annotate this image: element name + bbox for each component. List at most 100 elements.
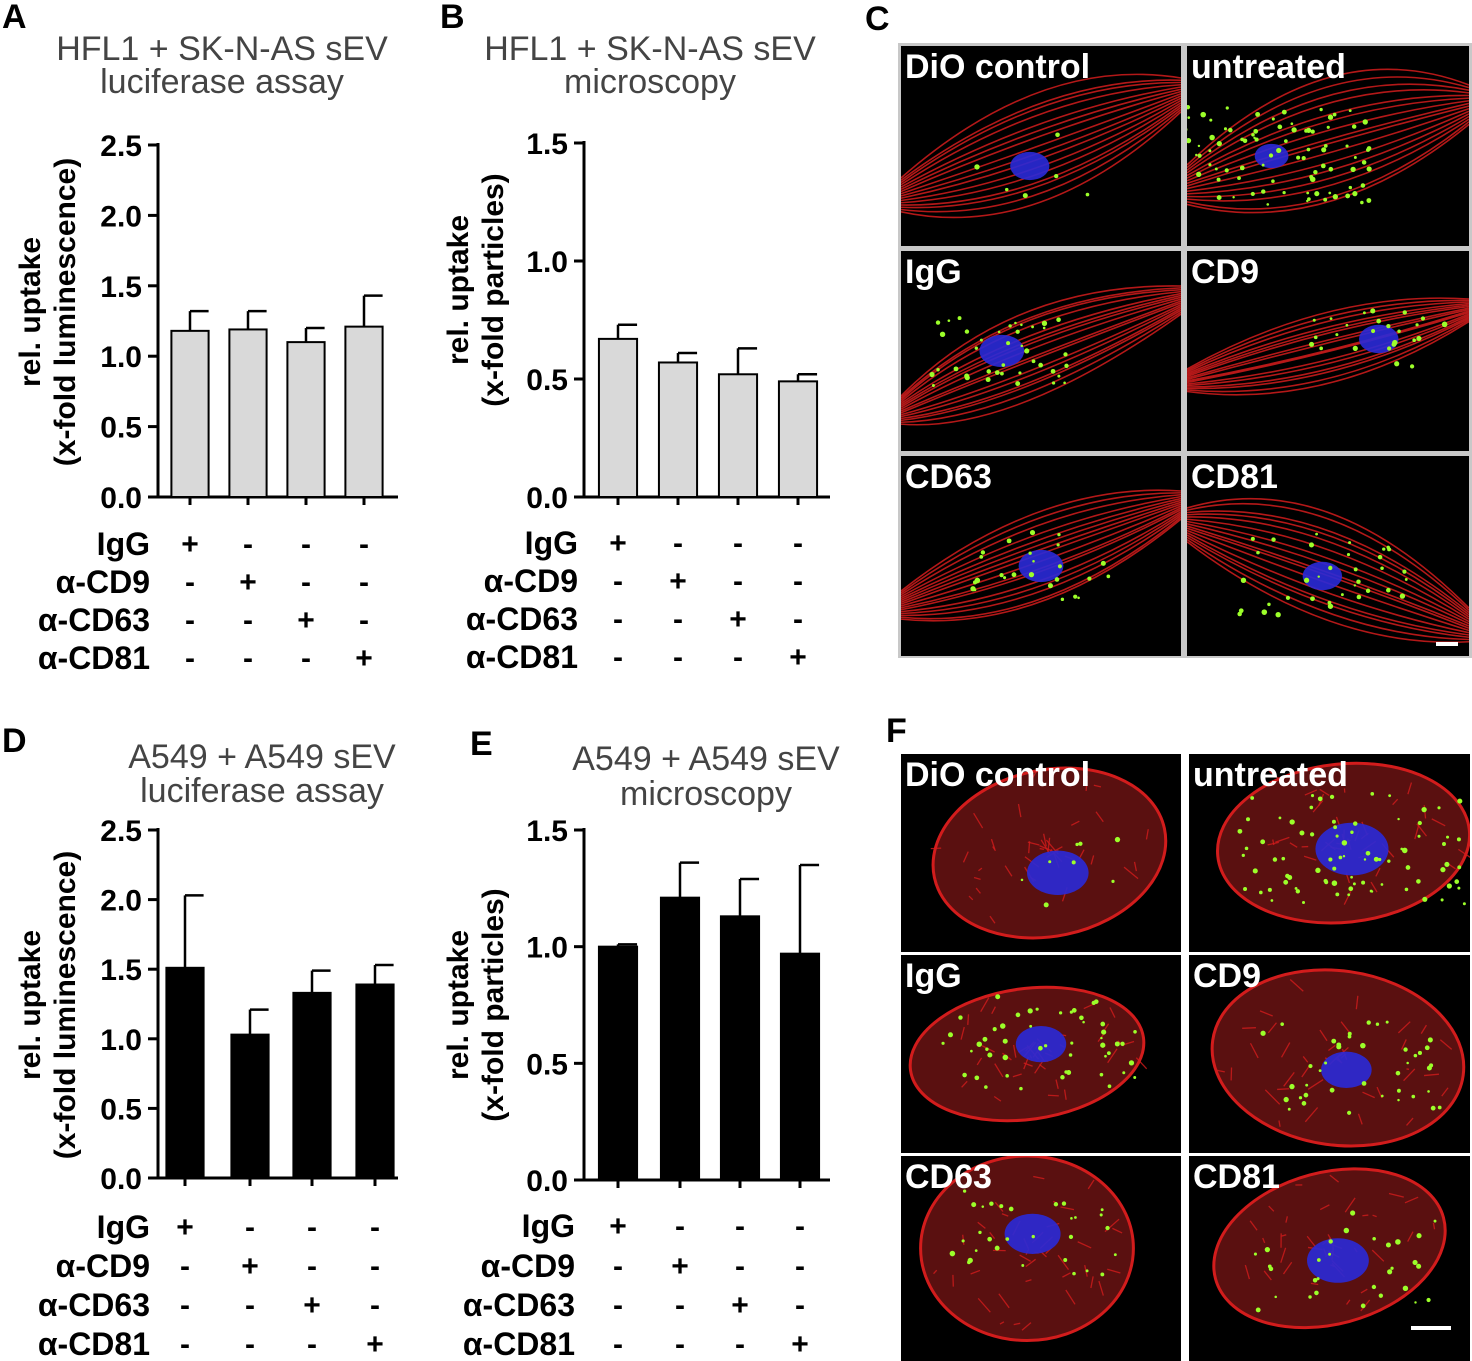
- vesicle: [1427, 1037, 1433, 1043]
- micrograph-label: DiO control: [905, 48, 1090, 86]
- vesicle: [1028, 551, 1032, 555]
- vesicle: [961, 1239, 965, 1243]
- vesicle: [1338, 855, 1343, 860]
- vesicle: [1113, 1253, 1117, 1257]
- vesicle: [1309, 805, 1314, 810]
- vesicle: [1347, 1034, 1352, 1039]
- vesicle: [967, 1260, 971, 1265]
- actin-fiber: [901, 309, 1181, 422]
- vesicle: [1317, 575, 1320, 578]
- vesicle: [1250, 191, 1255, 197]
- actin-fiber: [901, 111, 1181, 219]
- treatment-sign: -: [613, 641, 623, 674]
- f-micrograph-6: CD81: [1189, 1156, 1470, 1361]
- actin-fiber: [901, 492, 1181, 594]
- actin-mesh: [1303, 855, 1317, 861]
- y-tick-label: 0.0: [100, 482, 142, 515]
- vesicle: [1057, 374, 1061, 378]
- vesicle: [1187, 137, 1192, 144]
- vesicle: [1000, 371, 1004, 376]
- actin-mesh: [1028, 841, 1031, 854]
- treatment-sign: +: [176, 1211, 194, 1244]
- vesicle: [935, 320, 941, 325]
- vesicle: [1216, 141, 1222, 147]
- actin-mesh: [1272, 839, 1275, 846]
- vesicle: [1050, 368, 1056, 374]
- vesicle: [1105, 1225, 1110, 1231]
- actin-mesh: [1372, 1214, 1377, 1218]
- nucleus: [1004, 1213, 1061, 1255]
- vesicle: [1421, 806, 1427, 813]
- treatment-sign: -: [243, 642, 253, 675]
- actin-mesh: [1275, 836, 1290, 843]
- vesicle: [1232, 196, 1235, 199]
- bar-2: [659, 896, 701, 1182]
- vesicle: [1306, 147, 1311, 152]
- vesicle: [1272, 857, 1278, 862]
- vesicle: [1318, 1069, 1322, 1073]
- vesicle: [1380, 566, 1384, 571]
- vesicle: [1063, 381, 1066, 385]
- vesicle: [1373, 856, 1379, 862]
- nucleus: [1315, 822, 1389, 876]
- actin-fiber: [1187, 110, 1469, 193]
- actin-fiber: [901, 307, 1181, 420]
- nucleus: [1302, 561, 1343, 591]
- vesicle: [1251, 133, 1255, 137]
- vesicle: [1015, 1012, 1021, 1018]
- actin-fiber: [901, 81, 1181, 184]
- actin-mesh: [1025, 1279, 1032, 1283]
- vesicle: [1055, 132, 1060, 138]
- vesicle: [1287, 874, 1293, 880]
- vesicle: [1024, 348, 1030, 354]
- f-micrograph-4: CD9: [1189, 955, 1470, 1153]
- vesicle: [1380, 1094, 1384, 1098]
- treatment-sign: -: [307, 1250, 317, 1283]
- y-axis-label: rel. uptake: [14, 930, 47, 1080]
- vesicle: [995, 994, 1001, 1000]
- actin-fiber: [901, 495, 1181, 598]
- vesicle: [1114, 1041, 1120, 1047]
- vesicle: [992, 1027, 997, 1032]
- vesicle: [1386, 323, 1391, 329]
- vesicle: [1308, 1295, 1312, 1299]
- vesicle: [1296, 155, 1301, 160]
- actin-fiber: [901, 79, 1181, 181]
- vesicle: [1352, 345, 1358, 351]
- vesicle: [1060, 1075, 1065, 1080]
- treatment-sign: -: [613, 1250, 623, 1283]
- treatment-sign: -: [245, 1211, 255, 1244]
- vesicle: [1246, 817, 1251, 822]
- vesicle: [1348, 109, 1352, 113]
- actin-mesh: [968, 895, 974, 901]
- vesicle: [971, 1202, 977, 1208]
- c-micrograph-2: untreated: [1187, 46, 1469, 246]
- actin-fiber: [1187, 510, 1469, 614]
- vesicle: [970, 1049, 973, 1053]
- actin-fiber: [1187, 513, 1469, 616]
- actin-mesh: [1057, 1254, 1070, 1271]
- nucleus: [1307, 1238, 1369, 1283]
- treatment-sign: -: [735, 1210, 745, 1243]
- vesicle: [1276, 147, 1282, 154]
- vesicle: [1260, 1030, 1266, 1036]
- actin-mesh: [1432, 1222, 1436, 1230]
- treatment-sign: +: [303, 1289, 321, 1322]
- vesicle: [1008, 324, 1012, 328]
- actin-mesh: [1262, 1237, 1266, 1244]
- actin-fiber: [1187, 97, 1469, 179]
- vesicle: [1305, 1083, 1309, 1087]
- y-tick-label: 1.5: [100, 271, 142, 304]
- actin-mesh: [1304, 1107, 1319, 1123]
- vesicle: [1316, 1277, 1320, 1281]
- vesicle: [964, 329, 970, 334]
- treatment-sign: +: [366, 1328, 384, 1361]
- vesicle: [1371, 328, 1376, 334]
- vesicle: [1313, 169, 1318, 175]
- y-tick-label: 1.0: [100, 341, 142, 374]
- actin-fiber: [1187, 68, 1469, 166]
- actin-fiber: [901, 497, 1181, 600]
- vesicle: [1255, 1307, 1261, 1313]
- actin-fiber: [1187, 307, 1469, 379]
- y-axis-label: (x-fold particles): [477, 173, 510, 406]
